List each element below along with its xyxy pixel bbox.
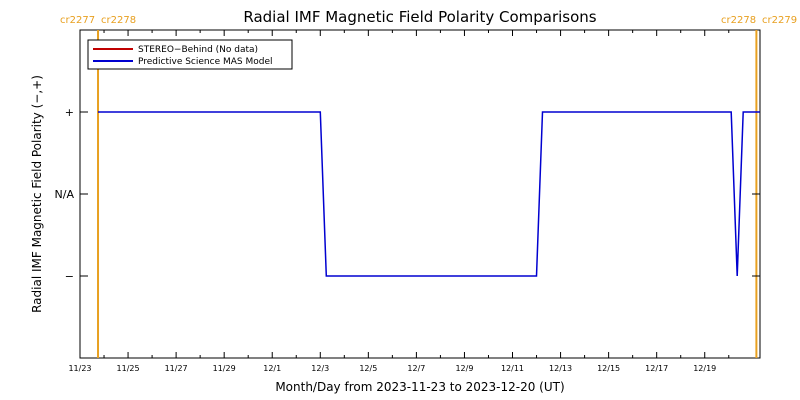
x-tick-label: 12/7 <box>407 364 425 373</box>
y-tick-label: N/A <box>55 188 75 201</box>
y-axis-ticks: + N/A − <box>55 106 760 283</box>
x-tick-label: 11/27 <box>165 364 188 373</box>
y-tick-label: − <box>65 270 74 283</box>
x-tick-label: 12/15 <box>597 364 620 373</box>
series-line-2 <box>98 111 760 277</box>
y-axis-label: Radial IMF Magnetic Field Polarity (−,+) <box>30 75 44 313</box>
legend: STEREO−Behind (No data) Predictive Scien… <box>87 39 293 70</box>
x-tick-label: 11/25 <box>117 364 140 373</box>
x-axis-ticks: 11/23 11/25 11/27 11/29 12/1 12/3 12/5 12/7 12/9… <box>68 30 730 373</box>
x-tick-label: 12/19 <box>693 364 716 373</box>
y-tick-label: + <box>65 106 74 119</box>
series-lines <box>98 111 760 277</box>
legend-label-stereo: STEREO−Behind (No data) <box>138 45 258 55</box>
x-tick-label: 12/5 <box>359 364 377 373</box>
x-tick-label: 12/11 <box>501 364 524 373</box>
cr-right-label-1: cr2278 <box>101 15 136 26</box>
x-tick-label: 12/17 <box>645 364 668 373</box>
x-tick-label: 12/1 <box>263 364 281 373</box>
x-tick-label: 12/3 <box>311 364 329 373</box>
x-tick-label: 11/29 <box>213 364 236 373</box>
cr-left-label-1: cr2277 <box>60 15 95 26</box>
carrington-lines <box>97 30 758 358</box>
legend-box <box>87 39 293 70</box>
x-tick-label: 12/9 <box>455 364 473 373</box>
plot-frame <box>79 29 761 359</box>
x-axis-label: Month/Day from 2023-11-23 to 2023-12-20 … <box>275 380 564 394</box>
x-tick-label: 12/13 <box>549 364 572 373</box>
chart-title: Radial IMF Magnetic Field Polarity Compa… <box>243 8 596 26</box>
cr-right-label-2: cr2279 <box>762 15 797 26</box>
cr-left-label-2: cr2278 <box>721 15 756 26</box>
x-tick-label: 11/23 <box>68 364 91 373</box>
legend-label-mas: Predictive Science MAS Model <box>138 57 273 67</box>
